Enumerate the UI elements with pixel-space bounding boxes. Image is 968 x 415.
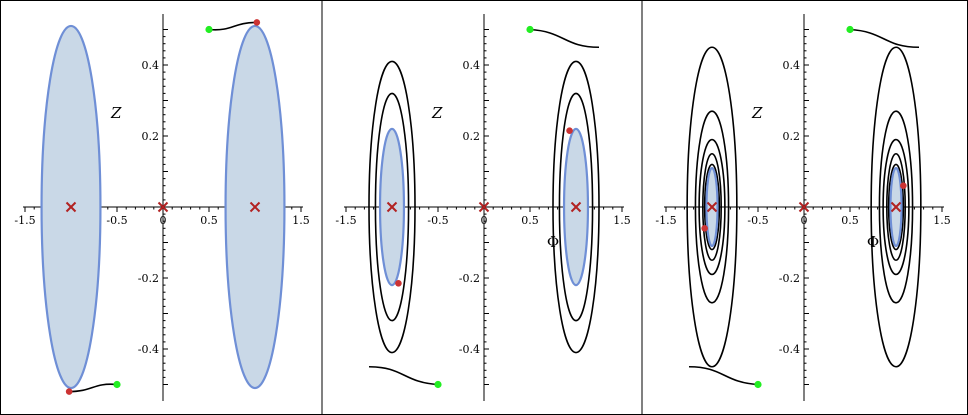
x-mark-icon xyxy=(706,201,718,213)
green-dot-icon xyxy=(754,380,762,389)
y-tick-label: 0.2 xyxy=(463,130,481,143)
x-mark-stroke xyxy=(890,201,902,213)
orbit-curve xyxy=(374,92,410,322)
panel-3: -1.5-1-0.500.511.50.40.2-0.2-0.4ZΦ xyxy=(641,0,951,415)
green-dot-icon xyxy=(113,380,121,389)
x-mark-stroke xyxy=(65,201,77,213)
y-tick-label: -0.2 xyxy=(459,272,480,285)
panel-2: -1.5-1-0.500.511.50.40.2-0.2-0.4ZΦ xyxy=(321,0,631,415)
y-tick-label: -0.4 xyxy=(459,343,480,356)
y-axis-label: Z xyxy=(431,104,443,122)
x-tick-label: -0.5 xyxy=(106,214,127,227)
orbit-curve xyxy=(703,163,721,251)
y-tick-label: 0.4 xyxy=(142,59,160,72)
y-tick-label: -0.4 xyxy=(779,343,800,356)
red-dot-icon xyxy=(566,127,573,134)
trajectory-connector xyxy=(529,28,600,49)
y-axis-label: Z xyxy=(751,104,763,122)
y-tick-label: 0.4 xyxy=(783,59,801,72)
x-tick-label: 0 xyxy=(160,214,167,227)
orbit-curve xyxy=(686,46,738,368)
orbit-curve xyxy=(870,46,922,368)
orbit-curve xyxy=(558,92,594,322)
x-tick-label: 0.5 xyxy=(521,214,539,227)
x-mark-stroke xyxy=(478,201,490,213)
orbit-curve xyxy=(552,60,600,354)
x-tick-label: 0.5 xyxy=(200,214,218,227)
red-dot-icon xyxy=(395,280,402,287)
x-tick-label: 0.5 xyxy=(841,214,859,227)
x-mark-icon xyxy=(890,201,902,213)
x-tick-label: 1.5 xyxy=(933,214,951,227)
x-tick-label: 1.5 xyxy=(292,214,310,227)
trajectory-connector xyxy=(208,21,257,31)
x-tick-label: -1.5 xyxy=(335,214,356,227)
y-tick-label: -0.2 xyxy=(138,272,159,285)
y-tick-label: -0.2 xyxy=(779,272,800,285)
x-mark-stroke xyxy=(157,201,169,213)
x-tick-label: 1.5 xyxy=(613,214,631,227)
x-mark-stroke xyxy=(249,201,261,213)
orbit-curve xyxy=(698,138,726,276)
x-mark-icon xyxy=(478,201,490,213)
x-tick-label: -1.5 xyxy=(655,214,676,227)
orbit-curve xyxy=(887,163,905,251)
x-mark-icon xyxy=(249,201,261,213)
orbit-curve xyxy=(885,152,906,262)
red-dot-icon xyxy=(65,388,73,395)
orbit-curve xyxy=(878,110,914,304)
trajectory-connector xyxy=(688,365,759,386)
trajectory-connector xyxy=(69,383,118,393)
x-tick-label: -0.5 xyxy=(427,214,448,227)
trajectory-connector xyxy=(368,365,439,386)
x-mark-icon xyxy=(157,201,169,213)
green-dot-icon xyxy=(526,25,534,34)
x-mark-icon xyxy=(570,201,582,213)
x-mark-icon xyxy=(65,201,77,213)
x-tick-label: -1.5 xyxy=(14,214,35,227)
x-mark-stroke xyxy=(798,201,810,213)
orbit-curve xyxy=(368,60,416,354)
x-tick-label: 0 xyxy=(481,214,488,227)
green-dot-icon xyxy=(205,25,213,34)
x-tick-label: -0.5 xyxy=(747,214,768,227)
y-tick-label: 0.2 xyxy=(142,130,160,143)
orbit-curve xyxy=(701,152,722,262)
red-dot-icon xyxy=(900,182,907,189)
x-mark-stroke xyxy=(386,201,398,213)
red-dot-icon xyxy=(701,225,708,232)
trajectory-connector xyxy=(849,28,920,49)
orbit-curve xyxy=(694,110,730,304)
x-mark-stroke xyxy=(706,201,718,213)
green-dot-icon xyxy=(846,25,854,34)
y-tick-label: -0.4 xyxy=(138,343,159,356)
x-mark-stroke xyxy=(570,201,582,213)
panel-1: -1.5-1-0.500.511.50.40.2-0.2-0.4ZΦ xyxy=(14,14,310,401)
red-dot-icon xyxy=(253,19,261,26)
y-tick-label: 0.4 xyxy=(463,59,481,72)
y-tick-label: 0.2 xyxy=(783,130,801,143)
x-mark-icon xyxy=(798,201,810,213)
x-axis-label: Φ xyxy=(867,233,879,251)
x-tick-label: 0 xyxy=(801,214,808,227)
x-mark-icon xyxy=(386,201,398,213)
y-axis-label: Z xyxy=(110,104,122,122)
green-dot-icon xyxy=(434,380,442,389)
orbit-curve xyxy=(882,138,910,276)
